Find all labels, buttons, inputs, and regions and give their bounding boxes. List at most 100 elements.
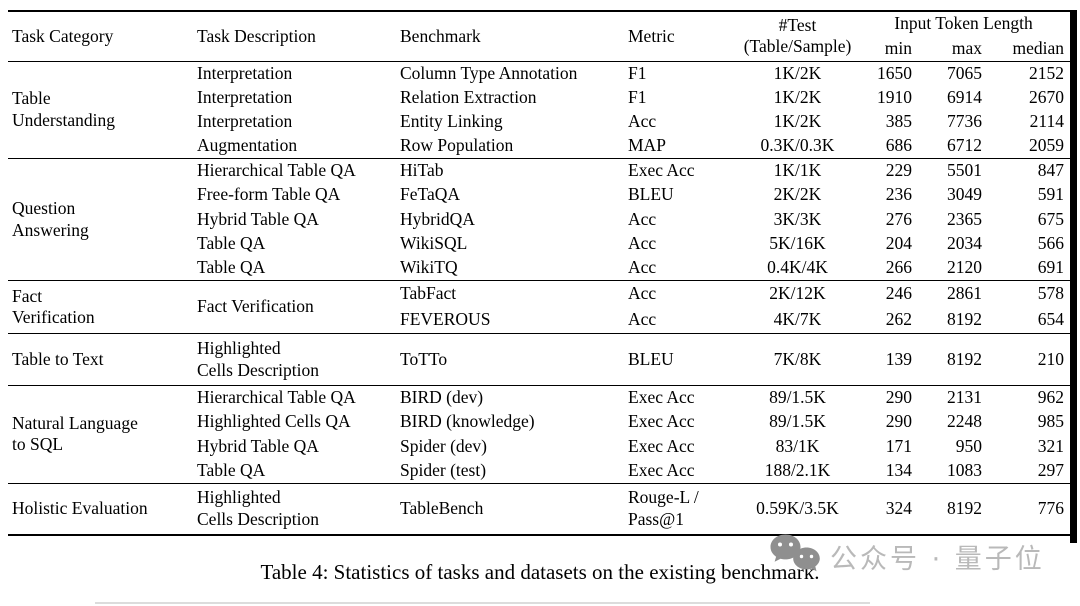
cell-median: 297 [1037, 459, 1065, 480]
cell-benchmark: TabFact [400, 283, 457, 304]
cell-benchmark: ToTTo [400, 348, 448, 369]
cell-task-description: Augmentation [197, 135, 298, 156]
cell-benchmark: BIRD (knowledge) [400, 411, 535, 432]
cell-task-description: Highlighted Cells Description [197, 487, 319, 529]
cell-max: 2861 [947, 283, 982, 304]
cell-max: 2034 [947, 233, 982, 254]
cell-test-count: 7K/8K [773, 348, 822, 369]
header-benchmark: Benchmark [400, 25, 481, 46]
cell-min: 1910 [877, 86, 912, 107]
cell-benchmark: BIRD (dev) [400, 387, 484, 408]
cell-test-count: 1K/2K [773, 62, 822, 83]
section-1: Question Answering Hierarchical Table QA H… [8, 158, 1073, 281]
cell-task-category: Table to Text [12, 348, 104, 369]
cell-task-description: Highlighted Cells QA [197, 411, 351, 432]
table-row: Table Understanding Interpretation Column … [8, 61, 1072, 130]
cell-metric: Acc [628, 111, 657, 132]
cell-task-category: Natural Language to SQL [12, 412, 138, 455]
cell-metric: F1 [628, 62, 647, 83]
table-row: FEVEROUS Acc 4K/7K 262 8192 654 [8, 307, 1072, 334]
cell-metric: Acc [628, 283, 657, 304]
cell-task-description: Hybrid Table QA [197, 208, 319, 229]
cell-median: 985 [1037, 411, 1065, 432]
cell-min: 134 [885, 459, 912, 480]
cell-benchmark: Entity Linking [400, 111, 503, 132]
cell-test-count: 2K/2K [773, 184, 822, 205]
cell-metric: Rouge-L / Pass@1 [628, 487, 699, 529]
cell-task-description: Hierarchical Table QA [197, 160, 356, 181]
cell-max: 2248 [947, 411, 982, 432]
section-5: Holistic Evaluation Highlighted Cells Des… [8, 483, 1073, 535]
cell-metric: Acc [628, 208, 657, 229]
header-input-token-length: Input Token Length [894, 13, 1033, 34]
table-row: Table to Text Highlighted Cells Descripti… [8, 334, 1072, 386]
cell-benchmark: HybridQA [400, 208, 475, 229]
cell-benchmark: Spider (test) [400, 459, 487, 480]
cell-max: 1083 [947, 459, 982, 480]
cell-task-description: Hybrid Table QA [197, 435, 319, 456]
cell-task-description: Table QA [197, 459, 266, 480]
cell-min: 686 [885, 135, 912, 156]
table-row: Hybrid Table QA Spider (dev) Exec Acc 83/1K… [8, 434, 1072, 458]
cell-min: 385 [885, 111, 912, 132]
table-row: Question Answering Hierarchical Table QA H… [8, 159, 1072, 239]
cell-test-count: 89/1.5K [769, 411, 826, 432]
cell-task-description: Interpretation [197, 62, 293, 83]
cell-min: 229 [885, 160, 912, 181]
cell-benchmark: FeTaQA [400, 184, 461, 205]
cell-median: 321 [1037, 435, 1065, 456]
header-task-category: Task Category [12, 25, 114, 46]
header-test-line1: #Test [778, 14, 817, 35]
cell-min: 324 [885, 498, 912, 519]
cell-metric: Acc [628, 233, 657, 254]
cell-median: 2114 [1029, 111, 1065, 132]
table-row: Free-form Table QA FeTaQA BLEU 2K/2K 236 3049… [8, 183, 1072, 207]
cell-max: 2120 [947, 257, 982, 278]
cell-max: 6712 [947, 135, 982, 156]
cell-median: 591 [1037, 184, 1065, 205]
section-3: Table to Text Highlighted Cells Descripti… [8, 333, 1073, 386]
cell-test-count: 1K/1K [773, 160, 822, 181]
cell-max: 6914 [947, 86, 982, 107]
cell-benchmark: Spider (dev) [400, 435, 487, 456]
cell-metric: BLEU [628, 348, 674, 369]
cell-metric: F1 [628, 86, 647, 107]
cell-max: 2131 [947, 387, 982, 408]
cell-benchmark: TableBench [400, 498, 484, 519]
cell-task-description: Interpretation [197, 111, 293, 132]
cell-max: 8192 [947, 309, 982, 330]
cell-test-count: 1K/2K [773, 86, 822, 107]
cell-metric: MAP [628, 135, 666, 156]
cell-max: 8192 [947, 498, 982, 519]
cell-metric: Acc [628, 309, 657, 330]
header-row-2: min max median [8, 36, 1072, 61]
benchmark-stats-table: Task Category Task Description Benchmark… [8, 10, 1073, 537]
cell-min: 1650 [877, 62, 912, 83]
cell-median: 2670 [1029, 86, 1065, 107]
cell-task-description: Free-form Table QA [197, 184, 341, 205]
table-row: Table QA WikiTQ Acc 0.4K/4K 266 2120 691 [8, 256, 1072, 280]
cell-benchmark: HiTab [400, 160, 444, 181]
cell-test-count: 83/1K [775, 435, 820, 456]
cell-max: 2365 [947, 208, 982, 229]
cell-task-category: Holistic Evaluation [12, 498, 148, 519]
header-metric: Metric [628, 25, 675, 46]
cell-benchmark: WikiSQL [400, 233, 468, 254]
cell-benchmark: Column Type Annotation [400, 62, 578, 83]
cell-test-count: 89/1.5K [769, 387, 826, 408]
cell-test-count: 3K/3K [773, 208, 822, 229]
cell-max: 5501 [947, 160, 982, 181]
table-row: Table QA WikiSQL Acc 5K/16K 204 2034 566 [8, 232, 1072, 256]
header-test-count: #Test (Table/Sample) [740, 11, 855, 61]
cell-median: 962 [1037, 387, 1065, 408]
cell-task-description: Table QA [197, 257, 266, 278]
cell-min: 139 [885, 348, 912, 369]
table-row: Holistic Evaluation Highlighted Cells Des… [8, 483, 1072, 535]
cell-median: 776 [1037, 498, 1065, 519]
cell-task-category: Question Answering [12, 198, 89, 240]
cell-median: 210 [1037, 348, 1065, 369]
cell-min: 276 [885, 208, 912, 229]
cell-test-count: 2K/12K [769, 283, 826, 304]
cell-metric: Exec Acc [628, 387, 695, 408]
